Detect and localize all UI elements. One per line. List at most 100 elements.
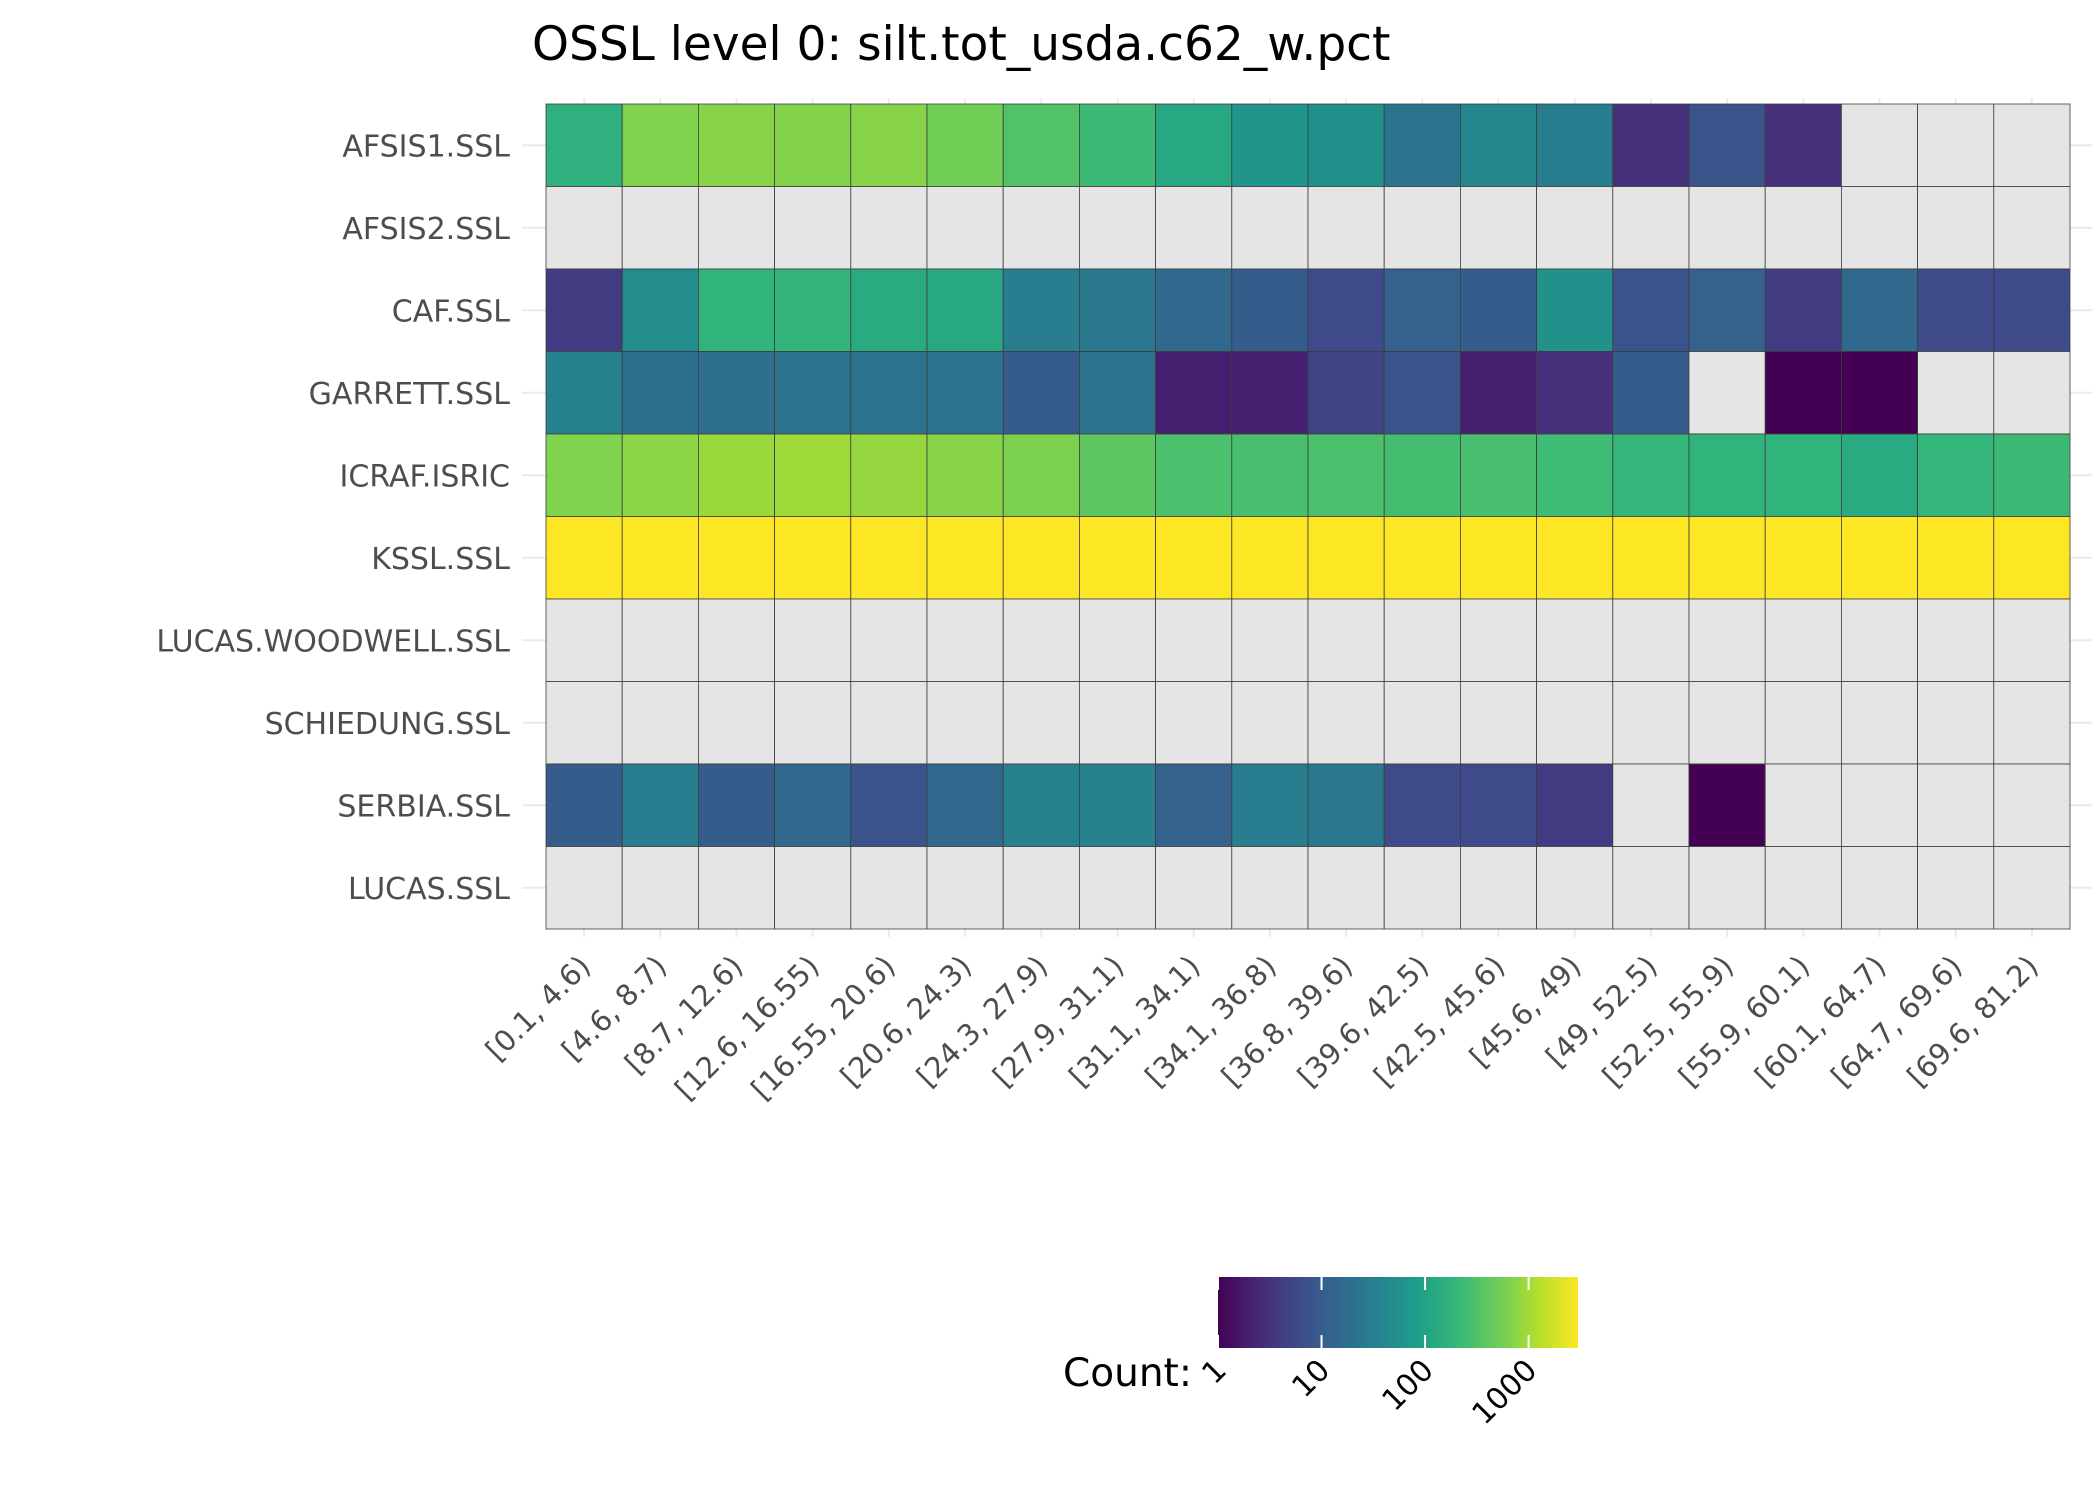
- heatmap-cell: [1536, 763, 1614, 847]
- heatmap-cell: [621, 186, 699, 270]
- heatmap-cell: [1383, 433, 1461, 517]
- heatmap-cell: [1536, 433, 1614, 517]
- heatmap-cell: [1536, 103, 1614, 187]
- heatmap-cell: [926, 763, 1004, 847]
- legend-colorbar: [1218, 1277, 1578, 1348]
- heatmap-cells: [545, 103, 2071, 930]
- heatmap-cell: [1460, 846, 1538, 930]
- heatmap-cell: [1688, 103, 1766, 187]
- heatmap-cell: [1231, 103, 1309, 187]
- heatmap-cell: [1155, 433, 1233, 517]
- heatmap-cell: [1688, 186, 1766, 270]
- legend-tick-label: 100: [1375, 1353, 1440, 1418]
- heatmap-cell: [774, 763, 852, 847]
- heatmap-cell: [1383, 186, 1461, 270]
- heatmap-cell: [1231, 268, 1309, 352]
- heatmap-cell: [1002, 351, 1080, 435]
- heatmap-cell: [1764, 268, 1842, 352]
- heatmap-cell: [1231, 351, 1309, 435]
- heatmap-cell: [1155, 598, 1233, 682]
- heatmap-cell: [1841, 351, 1919, 435]
- heatmap-cell: [1917, 351, 1995, 435]
- heatmap-cell: [545, 598, 623, 682]
- heatmap-cell: [1841, 516, 1919, 600]
- y-tick-label: GARRETT.SSL: [309, 377, 511, 412]
- heatmap-cell: [1079, 433, 1157, 517]
- heatmap-cell: [1612, 186, 1690, 270]
- heatmap-cell: [774, 681, 852, 765]
- heatmap-cell: [1155, 103, 1233, 187]
- heatmap-cell: [1079, 846, 1157, 930]
- heatmap-cell: [1079, 763, 1157, 847]
- heatmap-cell: [1841, 268, 1919, 352]
- heatmap-cell: [1612, 351, 1690, 435]
- heatmap-cell: [545, 516, 623, 600]
- heatmap-cell: [1079, 681, 1157, 765]
- heatmap-cell: [1383, 763, 1461, 847]
- heatmap-cell: [1993, 681, 2071, 765]
- heatmap-cell: [926, 516, 1004, 600]
- heatmap-cell: [1841, 763, 1919, 847]
- heatmap-cell: [1231, 433, 1309, 517]
- heatmap-cell: [698, 763, 776, 847]
- y-tick-label: SERBIA.SSL: [337, 789, 510, 824]
- heatmap-cell: [1993, 268, 2071, 352]
- heatmap-cell: [1079, 103, 1157, 187]
- heatmap-cell: [698, 351, 776, 435]
- heatmap-cell: [1383, 351, 1461, 435]
- heatmap-cell: [1612, 516, 1690, 600]
- heatmap-cell: [1917, 268, 1995, 352]
- heatmap-cell: [1917, 598, 1995, 682]
- heatmap-cell: [850, 598, 928, 682]
- heatmap-cell: [545, 763, 623, 847]
- heatmap-cell: [1536, 598, 1614, 682]
- heatmap-cell: [1231, 763, 1309, 847]
- heatmap-cell: [1993, 351, 2071, 435]
- heatmap-cell: [1841, 846, 1919, 930]
- heatmap-cell: [698, 598, 776, 682]
- heatmap-cell: [1002, 433, 1080, 517]
- heatmap-cell: [1002, 598, 1080, 682]
- heatmap-cell: [1993, 433, 2071, 517]
- heatmap-cell: [1155, 351, 1233, 435]
- heatmap-cell: [1155, 268, 1233, 352]
- heatmap-cell: [1764, 763, 1842, 847]
- heatmap-cell: [1460, 433, 1538, 517]
- heatmap-cell: [1764, 846, 1842, 930]
- heatmap-cell: [1612, 433, 1690, 517]
- y-tick-label: CAF.SSL: [392, 294, 511, 329]
- heatmap-cell: [1688, 433, 1766, 517]
- heatmap-cell: [1383, 516, 1461, 600]
- heatmap-cell: [926, 598, 1004, 682]
- heatmap-cell: [1307, 186, 1385, 270]
- heatmap-cell: [1993, 103, 2071, 187]
- heatmap-cell: [1536, 846, 1614, 930]
- heatmap-cell: [1383, 846, 1461, 930]
- heatmap-cell: [1002, 681, 1080, 765]
- heatmap-cell: [1307, 763, 1385, 847]
- heatmap-cell: [1993, 598, 2071, 682]
- heatmap-cell: [1079, 351, 1157, 435]
- heatmap-cell: [1841, 598, 1919, 682]
- y-axis-ticks: AFSIS1.SSL AFSIS2.SSL CAF.SSL GARRETT.SSL IC…: [156, 129, 510, 907]
- heatmap-cell: [1307, 598, 1385, 682]
- heatmap-cell: [1917, 103, 1995, 187]
- heatmap-cell: [1460, 351, 1538, 435]
- y-tick-label: LUCAS.SSL: [348, 872, 510, 907]
- heatmap-cell: [621, 763, 699, 847]
- heatmap-cell: [850, 433, 928, 517]
- heatmap-cell: [926, 681, 1004, 765]
- heatmap-cell: [1460, 763, 1538, 847]
- heatmap-cell: [1155, 516, 1233, 600]
- heatmap-cell: [1688, 268, 1766, 352]
- heatmap-cell: [1612, 681, 1690, 765]
- heatmap-cell: [621, 681, 699, 765]
- heatmap-cell: [1841, 681, 1919, 765]
- heatmap-cell: [1764, 516, 1842, 600]
- heatmap-cell: [1841, 433, 1919, 517]
- heatmap-cell: [1612, 268, 1690, 352]
- heatmap-cell: [1460, 516, 1538, 600]
- heatmap-cell: [774, 268, 852, 352]
